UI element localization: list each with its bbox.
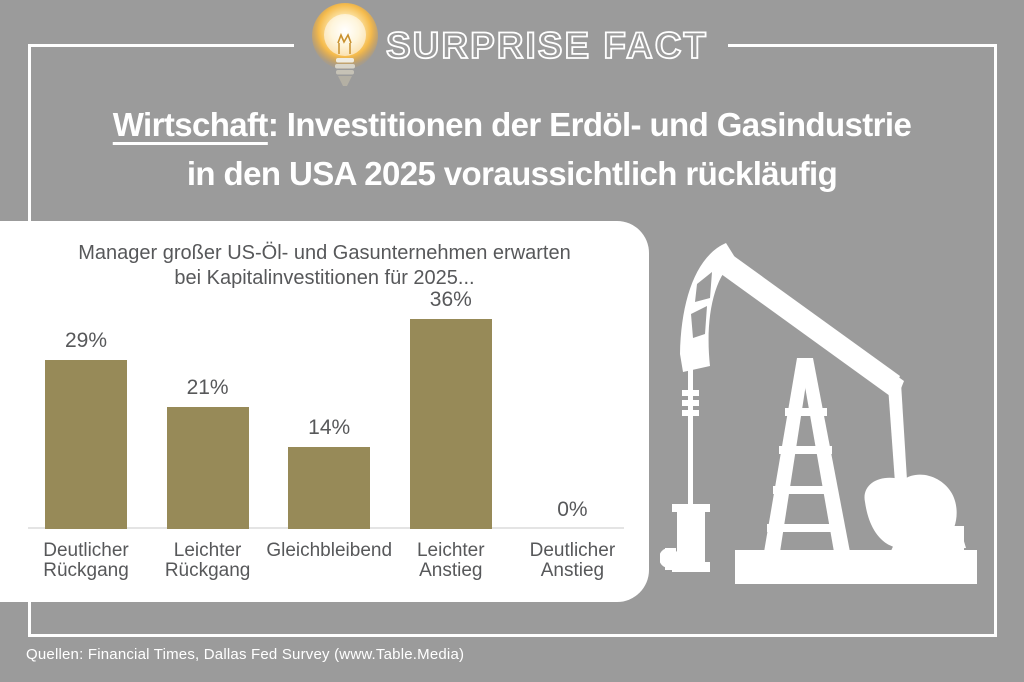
bar-value-label: 29%	[64, 328, 108, 352]
bar-group: 21% Leichter Rückgang	[147, 221, 269, 602]
category-label: Leichter Anstieg	[416, 540, 485, 581]
bar	[45, 359, 127, 529]
bar-value-label: 21%	[186, 375, 229, 399]
category-label: Deutlicher Anstieg	[529, 540, 616, 581]
header-badge: SURPRISE FACT	[294, 0, 728, 90]
bar-value-label: 14%	[308, 416, 351, 440]
surprise-fact-label: SURPRISE FACT	[385, 24, 709, 67]
title-line-2: in den USA 2025 voraussichtlich rückläuf…	[186, 155, 838, 192]
page-title: Wirtschaft: Investitionen der Erdöl- und…	[32, 100, 992, 198]
bar-value-label: 0%	[557, 498, 588, 521]
category-label: Leichter Rückgang	[164, 540, 251, 581]
oil-pumpjack-illustration	[660, 243, 977, 584]
category-label: Deutlicher Rückgang	[43, 540, 129, 581]
category-label: Gleichbleibend	[266, 540, 393, 561]
bar-group: 14% Gleichbleibend	[266, 221, 392, 602]
bar	[166, 406, 249, 529]
bar-group: 0% Deutlicher Anstieg	[511, 221, 633, 602]
bar	[409, 319, 492, 529]
bar-group: 29% Deutlicher Rückgang	[25, 221, 147, 602]
title-underlined-word: Wirtschaft	[112, 106, 269, 143]
title-line-1: Wirtschaft: Investitionen der Erdöl- und…	[32, 100, 992, 149]
chart-card: Manager großer US-Öl- und Gasunternehmen…	[0, 221, 649, 602]
bar	[288, 447, 371, 529]
chart-title: Manager großer US-Öl- und Gasunternehmen…	[78, 242, 571, 289]
title-line1-rest: : Investitionen der Erdöl- und Gasindust…	[267, 106, 912, 143]
lightbulb-icon	[312, 3, 378, 86]
source-attribution: Quellen: Financial Times, Dallas Fed Sur…	[26, 646, 465, 663]
bar-value-label: 36%	[429, 288, 472, 312]
bar-group: 36% Leichter Anstieg	[390, 221, 512, 602]
bar-chart-plot: 29% Deutlicher Rückgang 21% Leichter Rückga…	[0, 221, 649, 602]
